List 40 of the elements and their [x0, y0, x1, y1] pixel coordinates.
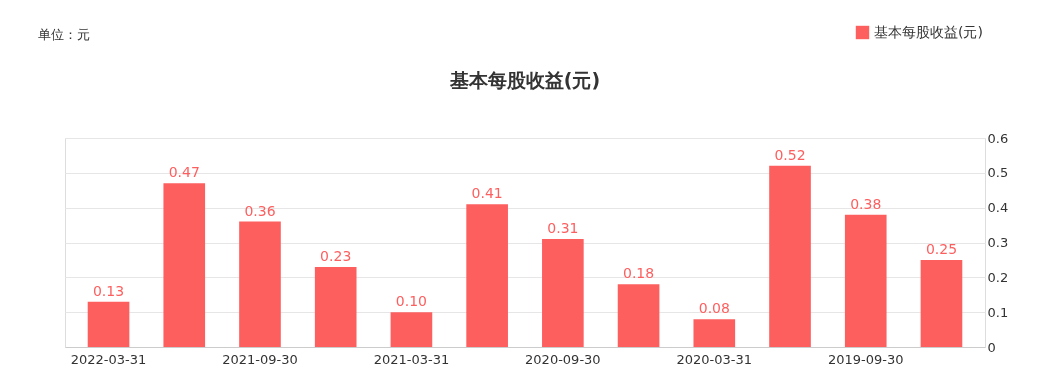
bar [163, 183, 206, 347]
legend-label: 基本每股收益(元) [874, 23, 983, 40]
y-tick-label: 0 [987, 339, 996, 355]
y-tick-label: 0.1 [987, 304, 1009, 320]
data-label: 0.10 [395, 293, 428, 310]
bar [314, 266, 357, 347]
data-label: 0.18 [622, 265, 655, 282]
bar [693, 319, 736, 347]
data-label: 0.23 [320, 247, 352, 264]
data-label: 0.08 [698, 300, 730, 317]
data-label: 0.38 [850, 195, 882, 212]
bar [542, 239, 584, 347]
data-label: 0.52 [774, 146, 806, 163]
bar [239, 221, 281, 347]
x-tick-label: 2019-09-30 [827, 351, 904, 367]
data-label: 0.13 [92, 282, 125, 299]
bar [466, 204, 508, 347]
data-label: 0.31 [547, 220, 579, 237]
bar [617, 284, 660, 347]
bar [390, 312, 433, 347]
data-label: 0.36 [244, 202, 276, 219]
text: 单位：元 [38, 27, 90, 42]
bar [844, 214, 887, 347]
y-tick-label: 0.4 [987, 200, 1009, 216]
x-tick-label: 2022-03-31 [70, 351, 147, 367]
data-label: 0.47 [168, 164, 200, 181]
x-tick-label: 2021-09-30 [222, 351, 298, 367]
bar [769, 165, 811, 347]
y-tick-label: 0.2 [987, 269, 1009, 285]
y-tick-label: 0.6 [987, 130, 1009, 146]
data-label: 0.25 [925, 240, 958, 257]
y-tick-label: 0.3 [987, 235, 1009, 250]
x-tick-label: 2020-03-31 [676, 351, 753, 367]
bar [920, 259, 963, 347]
bar [87, 301, 130, 347]
y-tick-label: 0.5 [987, 165, 1009, 181]
x-tick-label: 2021-03-31 [373, 351, 450, 367]
data-label: 0.41 [471, 185, 503, 202]
x-tick-label: 2020-09-30 [525, 351, 601, 367]
chart-title: 基本每股收益(元) [448, 69, 601, 91]
